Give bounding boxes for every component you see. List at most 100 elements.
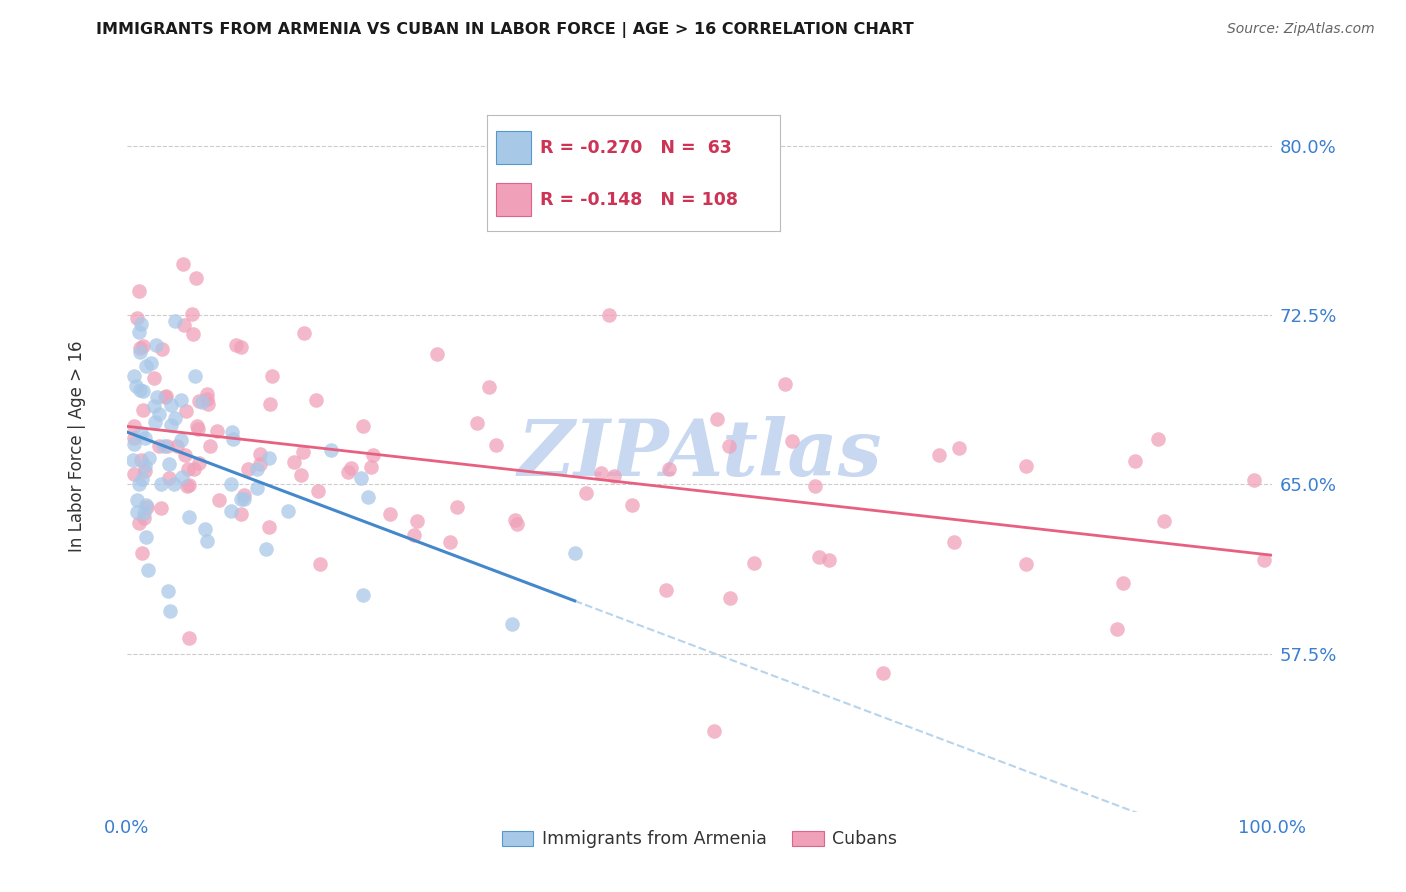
Point — [231, 492, 253, 507]
Point — [174, 448, 197, 462]
Point — [402, 528, 425, 542]
Point — [125, 311, 148, 326]
Point — [506, 516, 529, 531]
Point — [1014, 459, 1036, 474]
Point — [706, 411, 728, 425]
Point — [207, 424, 229, 438]
Point — [340, 460, 363, 475]
Point — [439, 535, 461, 549]
Point — [153, 390, 176, 404]
Point — [503, 513, 526, 527]
Point — [598, 308, 620, 322]
Point — [172, 470, 194, 484]
Point — [186, 419, 208, 434]
Point — [181, 307, 204, 321]
Point — [159, 417, 181, 432]
Point — [222, 432, 245, 446]
Point — [135, 359, 157, 373]
Point — [143, 399, 166, 413]
Point — [128, 345, 150, 359]
Point — [181, 327, 204, 342]
Point — [183, 462, 205, 476]
Point — [742, 556, 765, 570]
Point — [152, 342, 174, 356]
Point — [254, 541, 277, 556]
Point — [134, 511, 156, 525]
Point — [249, 447, 271, 461]
Point — [135, 530, 157, 544]
Point — [380, 507, 402, 521]
Point — [872, 666, 894, 681]
Point — [233, 488, 256, 502]
Point — [142, 371, 165, 385]
Point — [1153, 514, 1175, 528]
Point — [236, 461, 259, 475]
Point — [177, 510, 200, 524]
Point — [357, 490, 380, 504]
Point — [138, 450, 160, 465]
Point — [139, 356, 162, 370]
Point — [1112, 575, 1135, 590]
Point — [179, 632, 201, 646]
Point — [187, 456, 209, 470]
Point — [148, 407, 170, 421]
Point — [134, 464, 156, 478]
Point — [277, 504, 299, 518]
Point — [129, 452, 152, 467]
Point — [143, 415, 166, 429]
Point — [148, 439, 170, 453]
Point — [177, 462, 200, 476]
Point — [135, 500, 157, 514]
Point — [176, 403, 198, 417]
Point — [321, 442, 343, 457]
Point — [132, 339, 155, 353]
Point — [122, 430, 145, 444]
Point — [283, 455, 305, 469]
Point — [780, 434, 803, 448]
Text: IMMIGRANTS FROM ARMENIA VS CUBAN IN LABOR FORCE | AGE > 16 CORRELATION CHART: IMMIGRANTS FROM ARMENIA VS CUBAN IN LABO… — [96, 22, 914, 38]
Point — [221, 504, 243, 518]
Point — [129, 425, 152, 440]
Point — [193, 523, 215, 537]
Point — [177, 478, 200, 492]
Point — [145, 337, 167, 351]
Point — [658, 461, 681, 475]
Point — [163, 411, 186, 425]
Point — [150, 476, 173, 491]
Point — [465, 416, 488, 430]
Point — [229, 507, 252, 521]
Point — [173, 318, 195, 332]
Point — [159, 604, 181, 618]
Point — [229, 340, 252, 354]
Point — [195, 387, 218, 401]
Point — [1146, 433, 1168, 447]
Point — [360, 460, 382, 475]
Point — [155, 389, 177, 403]
Point — [564, 546, 586, 560]
Point — [307, 483, 329, 498]
Point — [426, 347, 449, 361]
Point — [292, 445, 315, 459]
Point — [125, 378, 148, 392]
Point — [122, 369, 145, 384]
Point — [169, 433, 191, 447]
Point — [602, 469, 624, 483]
Point — [150, 500, 173, 515]
Point — [717, 439, 740, 453]
Point — [574, 486, 596, 500]
Point — [591, 467, 613, 481]
Text: In Labor Force | Age > 16: In Labor Force | Age > 16 — [69, 340, 86, 552]
Text: Source: ZipAtlas.com: Source: ZipAtlas.com — [1227, 22, 1375, 37]
Point — [160, 398, 183, 412]
Point — [773, 377, 796, 392]
Point — [195, 392, 218, 406]
Point — [292, 326, 315, 341]
Point — [817, 553, 839, 567]
Point — [157, 584, 180, 599]
Point — [501, 616, 523, 631]
Point — [125, 492, 148, 507]
Point — [135, 498, 157, 512]
Point — [718, 591, 741, 605]
Point — [157, 471, 180, 485]
Point — [186, 271, 208, 285]
